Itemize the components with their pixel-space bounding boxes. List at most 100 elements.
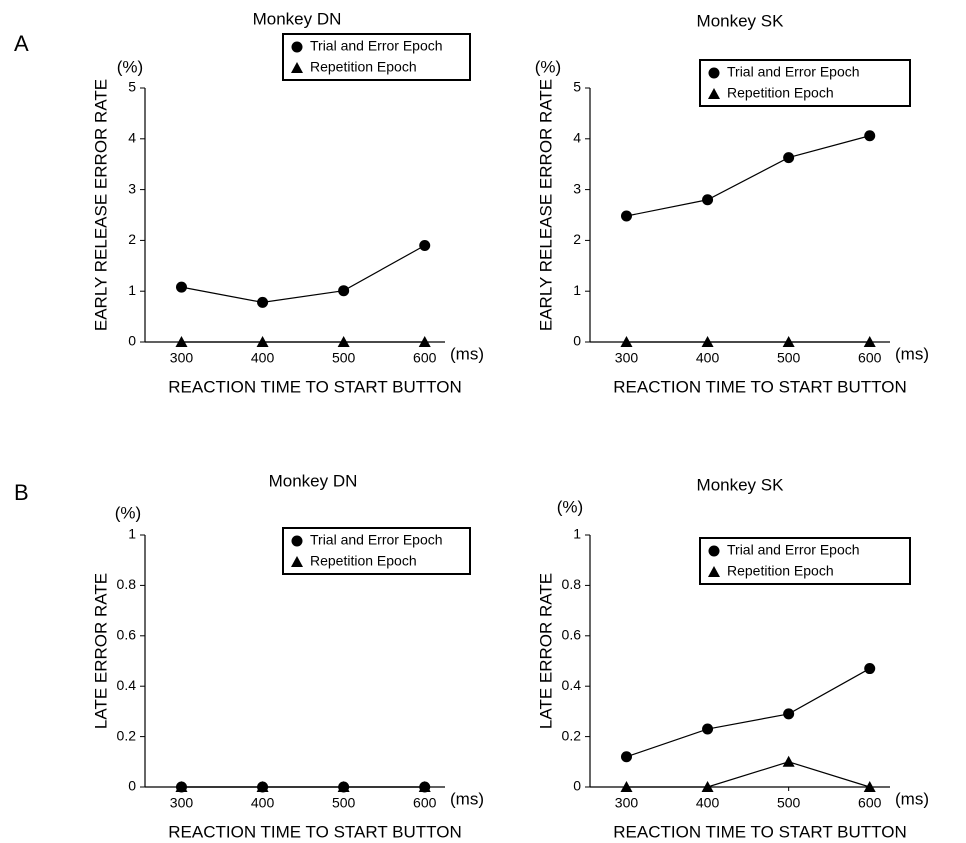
y-tick-label: 1 [128, 282, 136, 298]
x-tick-label: 400 [696, 350, 720, 366]
x-tick-label: 600 [858, 795, 882, 811]
y-tick-label: 2 [573, 231, 581, 247]
series-line [181, 244, 426, 303]
x-tick-label: 400 [251, 350, 275, 366]
triangle-marker [708, 566, 720, 577]
y-tick-label: 0.8 [562, 576, 582, 592]
y-tick-label: 0 [573, 778, 581, 794]
circle-marker [620, 210, 632, 222]
triangle-marker [782, 336, 795, 347]
y-tick-label: 1 [128, 526, 136, 542]
circle-marker [257, 296, 269, 308]
y-tick-label: 0.4 [562, 677, 582, 693]
legend-label: Trial and Error Epoch [727, 64, 860, 80]
y-axis-label: EARLY RELEASE ERROR RATE [91, 79, 110, 331]
y-tick-label: 0.2 [117, 727, 137, 743]
legend-label: Repetition Epoch [310, 59, 417, 75]
chart-title: Monkey DN [253, 9, 342, 28]
y-tick-label: 0.6 [117, 627, 137, 643]
triangle-marker [337, 336, 350, 347]
x-tick-label: 300 [615, 795, 639, 811]
y-tick-label: 3 [128, 180, 136, 196]
x-unit: (ms) [895, 789, 929, 808]
legend-box [282, 527, 471, 575]
triangle-marker [863, 336, 876, 347]
circle-marker [708, 545, 720, 557]
x-axis-label: REACTION TIME TO START BUTTON [613, 377, 906, 396]
x-tick-label: 500 [777, 795, 801, 811]
circle-marker [620, 751, 632, 763]
y-tick-label: 2 [128, 231, 136, 247]
y-tick-label: 0 [128, 333, 136, 349]
x-tick-label: 400 [251, 795, 275, 811]
y-tick-label: 4 [573, 130, 581, 146]
x-tick-label: 500 [332, 795, 356, 811]
y-axis-label: LATE ERROR RATE [91, 573, 110, 729]
triangle-marker [620, 336, 633, 347]
x-tick-label: 300 [615, 350, 639, 366]
panel-label: A [14, 31, 29, 56]
legend-box [699, 59, 911, 107]
y-unit: (%) [117, 57, 143, 76]
circle-marker [864, 663, 876, 675]
triangle-marker [418, 781, 431, 792]
triangle-marker [701, 336, 714, 347]
x-tick-label: 400 [696, 795, 720, 811]
x-axis-label: REACTION TIME TO START BUTTON [613, 822, 906, 841]
panel-label: B [14, 480, 29, 505]
x-unit: (ms) [895, 344, 929, 363]
x-tick-label: 500 [777, 350, 801, 366]
y-tick-label: 0.2 [562, 727, 582, 743]
chart-title: Monkey SK [697, 475, 785, 494]
circle-marker [783, 708, 795, 720]
x-tick-label: 500 [332, 350, 356, 366]
y-tick-label: 0 [573, 333, 581, 349]
circle-marker [175, 281, 187, 293]
series-line [626, 135, 870, 217]
x-tick-label: 300 [170, 350, 194, 366]
series-line [626, 761, 870, 788]
legend-box [282, 33, 471, 81]
triangle-marker [256, 336, 269, 347]
y-unit: (%) [557, 497, 583, 516]
circle-marker [864, 130, 876, 142]
x-axis-label: REACTION TIME TO START BUTTON [168, 377, 461, 396]
y-tick-label: 5 [573, 79, 581, 95]
circle-marker [702, 723, 714, 735]
circle-marker [338, 285, 350, 297]
triangle-marker [701, 781, 714, 792]
y-tick-label: 0.4 [117, 677, 137, 693]
triangle-marker [708, 88, 720, 99]
triangle-marker [291, 62, 303, 73]
x-unit: (ms) [450, 789, 484, 808]
legend-label: Trial and Error Epoch [727, 542, 860, 558]
series-line [626, 668, 871, 758]
y-tick-label: 5 [128, 79, 136, 95]
legend-label: Repetition Epoch [727, 85, 834, 101]
legend-label: Repetition Epoch [727, 563, 834, 579]
legend-box [699, 537, 911, 585]
y-tick-label: 3 [573, 180, 581, 196]
y-tick-label: 0.8 [117, 576, 137, 592]
triangle-marker [863, 781, 876, 792]
y-tick-label: 4 [128, 130, 136, 146]
y-tick-label: 1 [573, 526, 581, 542]
chart-title: Monkey SK [697, 11, 785, 30]
triangle-marker [175, 336, 188, 347]
triangle-marker [337, 781, 350, 792]
x-tick-label: 600 [858, 350, 882, 366]
y-tick-label: 0 [128, 778, 136, 794]
y-axis-label: LATE ERROR RATE [536, 573, 555, 729]
y-axis-label: EARLY RELEASE ERROR RATE [536, 79, 555, 331]
y-tick-label: 1 [573, 282, 581, 298]
y-unit: (%) [115, 503, 141, 522]
circle-marker [702, 194, 714, 206]
legend-label: Trial and Error Epoch [310, 532, 443, 548]
circle-marker [419, 239, 431, 251]
triangle-marker [256, 781, 269, 792]
x-tick-label: 300 [170, 795, 194, 811]
x-unit: (ms) [450, 344, 484, 363]
triangle-marker [620, 781, 633, 792]
triangle-marker [175, 781, 188, 792]
chart-title: Monkey DN [269, 471, 358, 490]
